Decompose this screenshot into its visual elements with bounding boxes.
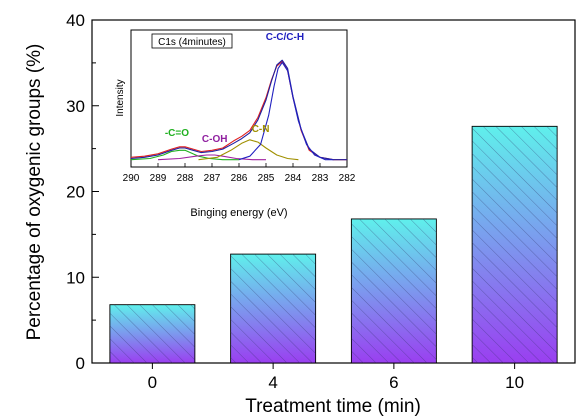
y-tick-label: 30 xyxy=(66,97,85,116)
bar-hatch-6 xyxy=(351,218,437,363)
inset-x-tick-label: 286 xyxy=(231,173,248,184)
x-tick-label: 6 xyxy=(389,373,398,392)
y-tick-label: 40 xyxy=(66,11,85,30)
x-tick-label: 4 xyxy=(268,373,277,392)
inset-annotation: -C=O xyxy=(165,128,189,139)
y-tick-label: 20 xyxy=(66,183,85,202)
inset-x-tick-label: 284 xyxy=(285,173,302,184)
inset-panel-label: C1s (4minutes) xyxy=(158,37,226,48)
x-tick-label: 0 xyxy=(148,373,157,392)
inset-series-2 xyxy=(131,149,239,161)
inset-x-axis: 290 289 288 287 286 285 284 283 282 xyxy=(123,163,356,184)
inset-series-5 xyxy=(238,61,334,161)
bar-hatch-0 xyxy=(109,304,195,363)
inset-x-tick-label: 285 xyxy=(258,173,275,184)
inset-annotation: C-OH xyxy=(202,134,228,145)
inset-series-4 xyxy=(198,139,299,161)
inset-curves xyxy=(131,59,347,161)
bar-hatch-4 xyxy=(230,254,316,363)
x-axis: 0 4 6 10 xyxy=(148,363,524,392)
inset-x-tick-label: 288 xyxy=(177,173,194,184)
inset-plot-frame xyxy=(130,29,348,168)
y-tick-label: 10 xyxy=(66,268,85,287)
inset-annotations: C-C/C-H C-N C-OH -C=O xyxy=(165,32,304,145)
inset-x-tick-label: 283 xyxy=(312,173,329,184)
inset-chart: 290 289 288 287 286 285 284 283 282 C-C/C-HC-NC-… xyxy=(115,29,356,219)
inset-x-tick-label: 282 xyxy=(339,173,356,184)
inset-x-tick-label: 289 xyxy=(150,173,167,184)
inset-panel-label-box xyxy=(151,33,233,49)
x-tick-label: 10 xyxy=(505,373,524,392)
inset-x-axis-label: Binging energy (eV) xyxy=(190,207,287,219)
inset-x-tick-label: 290 xyxy=(123,173,140,184)
inset-series-3 xyxy=(157,154,266,161)
y-tick-label: 0 xyxy=(76,354,85,373)
y-axis-label: Percentage of oxygenic groups (%) xyxy=(24,44,45,341)
inset-x-tick-label: 287 xyxy=(204,173,221,184)
y-axis: 0 10 20 30 40 xyxy=(66,11,99,373)
inset-annotation: C-C/C-H xyxy=(266,32,304,43)
bar-group xyxy=(109,125,558,364)
x-axis-label: Treatment time (min) xyxy=(245,396,421,417)
bar-hatch-10 xyxy=(472,126,558,363)
inset-annotation: C-N xyxy=(252,124,270,135)
inset-y-axis-label: Intensity xyxy=(115,79,126,116)
